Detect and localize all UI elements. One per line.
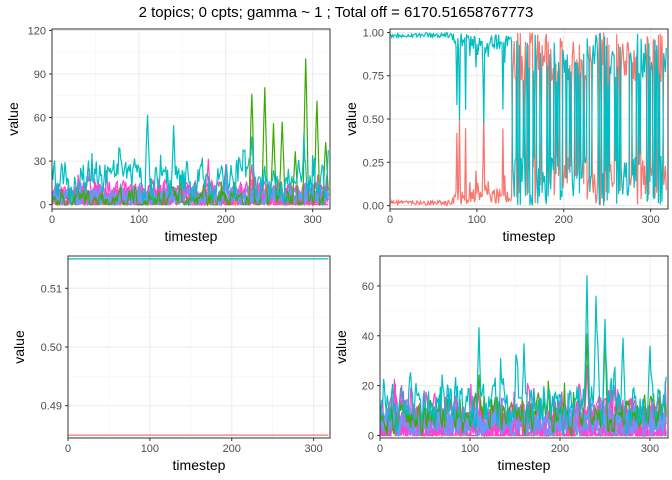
- x-tick-label: 200: [217, 214, 235, 226]
- series-line-teal: [52, 114, 329, 205]
- panel-bottom-right: 0 100 200 300 0 20 40 60 timestep value: [333, 255, 669, 473]
- x-tick-label: 0: [49, 214, 55, 226]
- plot-frame: [67, 255, 331, 439]
- plot-frame: [51, 28, 331, 210]
- plot-frame: [379, 255, 669, 439]
- x-tick-label: 300: [641, 443, 659, 455]
- x-tick-label: 300: [641, 214, 659, 226]
- series-group: [390, 31, 667, 207]
- x-tick-label: 200: [555, 214, 573, 226]
- y-tick-label: 1.00: [363, 27, 384, 39]
- x-tick-label: 300: [304, 443, 322, 455]
- x-tick-label: 0: [387, 214, 393, 226]
- y-tick-label: 0.50: [363, 114, 384, 126]
- series-group: [68, 258, 329, 436]
- x-axis-title: timestep: [503, 228, 556, 244]
- y-tick-label: 90: [34, 69, 46, 81]
- plot-frame: [389, 28, 669, 210]
- y-tick-label: 120: [28, 25, 46, 37]
- figure-title: 2 topics; 0 cpts; gamma ~ 1 ; Total off …: [139, 4, 534, 21]
- y-axis-title: value: [5, 102, 21, 136]
- y-tick-label: 30: [34, 156, 46, 168]
- series-line-teal: [380, 275, 667, 437]
- y-tick-label: 0.50: [41, 342, 62, 354]
- x-axis-title: timestep: [165, 228, 218, 244]
- series-line-red: [390, 32, 667, 207]
- x-axis-title: timestep: [498, 457, 551, 473]
- y-tick-label: 0.75: [363, 71, 384, 83]
- panel-bottom-left: 0 100 200 300 0.49 0.50 0.51 timestep value: [11, 255, 331, 473]
- series-line-pink: [380, 383, 667, 438]
- x-tick-label: 200: [223, 443, 241, 455]
- series-group: [52, 58, 329, 207]
- y-tick-label: 0: [368, 431, 374, 443]
- y-tick-label: 0.25: [363, 157, 384, 169]
- x-tick-label: 100: [141, 443, 159, 455]
- x-axis-title: timestep: [173, 457, 226, 473]
- y-tick-label: 60: [362, 281, 374, 293]
- panel-top-right: 0 100 200 300 0.00 0.25 0.50 0.75 1.00 timestep va…: [343, 27, 669, 244]
- x-tick-label: 100: [468, 214, 486, 226]
- x-tick-label: 0: [377, 443, 383, 455]
- y-tick-label: 0.49: [41, 401, 62, 413]
- x-tick-label: 0: [65, 443, 71, 455]
- series-line-teal: [390, 31, 667, 206]
- x-tick-label: 100: [461, 443, 479, 455]
- y-tick-label: 40: [362, 331, 374, 343]
- y-tick-label: 0: [40, 200, 46, 212]
- y-axis-title: value: [11, 330, 27, 364]
- y-axis-title: value: [333, 330, 349, 364]
- series-line-green: [52, 58, 329, 207]
- y-axis-title: value: [343, 102, 359, 136]
- x-tick-label: 300: [303, 214, 321, 226]
- y-tick-label: 60: [34, 113, 46, 125]
- y-tick-label: 0.51: [41, 283, 62, 295]
- y-tick-label: 20: [362, 381, 374, 393]
- series-group: [380, 275, 667, 438]
- x-tick-label: 200: [551, 443, 569, 455]
- x-tick-label: 100: [130, 214, 148, 226]
- panel-top-left: 0 100 200 300 0 30 60 90 120 timestep value: [5, 25, 331, 244]
- series-line-green: [380, 333, 667, 437]
- y-tick-label: 0.00: [363, 201, 384, 213]
